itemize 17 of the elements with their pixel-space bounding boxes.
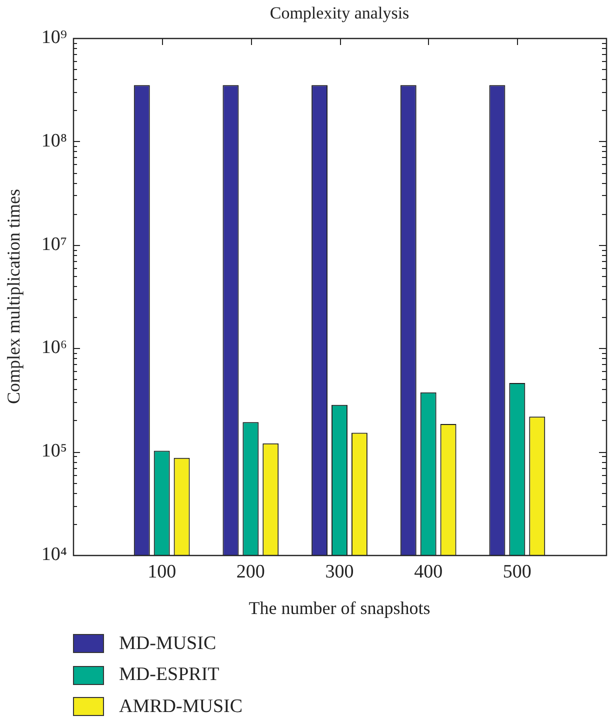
y-tick-label: 10⁹ bbox=[41, 26, 68, 48]
legend-label: MD-MUSIC bbox=[119, 632, 216, 655]
y-tick-label: 10⁶ bbox=[41, 337, 67, 358]
x-axis-title: The number of snapshots bbox=[248, 598, 430, 618]
legend-label: MD-ESPRIT bbox=[119, 664, 220, 686]
y-tick-label: 10⁵ bbox=[41, 440, 67, 462]
x-tick-label: 100 bbox=[148, 561, 176, 582]
y-tick-label: 10⁸ bbox=[41, 130, 67, 152]
x-tick-label: 300 bbox=[325, 561, 354, 582]
legend-label: AMRD-MUSIC bbox=[119, 696, 243, 718]
x-tick-label: 200 bbox=[236, 561, 265, 582]
y-axis-title: Complex multiplication times bbox=[4, 189, 24, 404]
chart-title: Complexity analysis bbox=[270, 4, 410, 23]
x-tick-label: 500 bbox=[502, 561, 532, 582]
y-tick-label: 10⁴ bbox=[41, 544, 68, 565]
x-tick-label: 400 bbox=[414, 561, 443, 582]
y-tick-label: 10⁷ bbox=[41, 234, 67, 255]
